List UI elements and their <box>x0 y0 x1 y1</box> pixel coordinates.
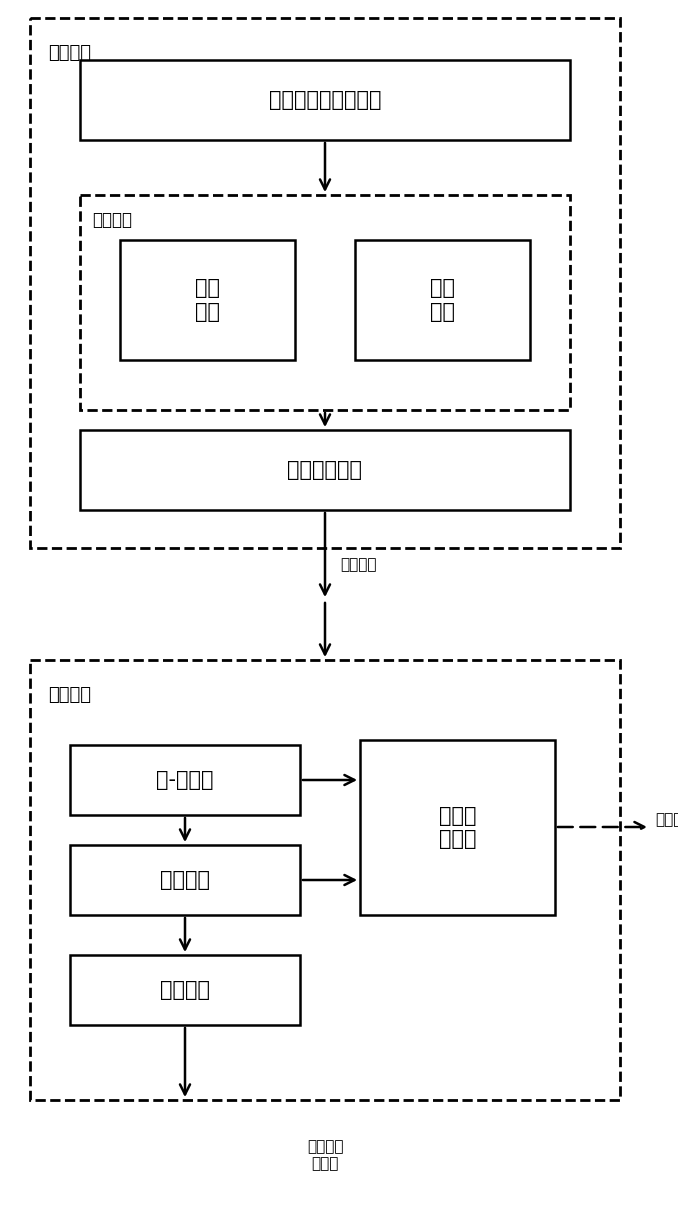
Text: 用于综合: 用于综合 <box>655 813 678 827</box>
Text: 终止判断: 终止判断 <box>160 980 210 1000</box>
Text: 点-航关联: 点-航关联 <box>156 770 214 789</box>
Text: 正式航迹起始: 正式航迹起始 <box>287 459 363 480</box>
Bar <box>30 660 620 1100</box>
Text: 特征
识别: 特征 识别 <box>430 279 455 321</box>
Bar <box>80 430 570 510</box>
Text: 航迹滤波: 航迹滤波 <box>160 870 210 890</box>
Text: 正式航迹: 正式航迹 <box>340 557 376 572</box>
Text: 航迹维持: 航迹维持 <box>48 686 91 704</box>
Bar <box>360 741 555 915</box>
Bar <box>80 60 570 141</box>
Bar <box>30 18 620 547</box>
Text: 跟踪质
量评价: 跟踪质 量评价 <box>439 805 476 849</box>
Bar <box>120 240 295 360</box>
Text: 目标
判别: 目标 判别 <box>195 279 220 321</box>
Bar <box>70 745 300 815</box>
Text: 航迹起始: 航迹起始 <box>48 44 91 62</box>
Text: 候选航迹起始与生长: 候选航迹起始与生长 <box>268 90 381 110</box>
Bar <box>70 844 300 915</box>
Text: 起始判定: 起始判定 <box>92 211 132 229</box>
Bar <box>80 196 570 411</box>
Bar <box>355 240 530 360</box>
Text: 单通道输
出航迹: 单通道输 出航迹 <box>306 1139 343 1171</box>
Bar <box>70 956 300 1025</box>
